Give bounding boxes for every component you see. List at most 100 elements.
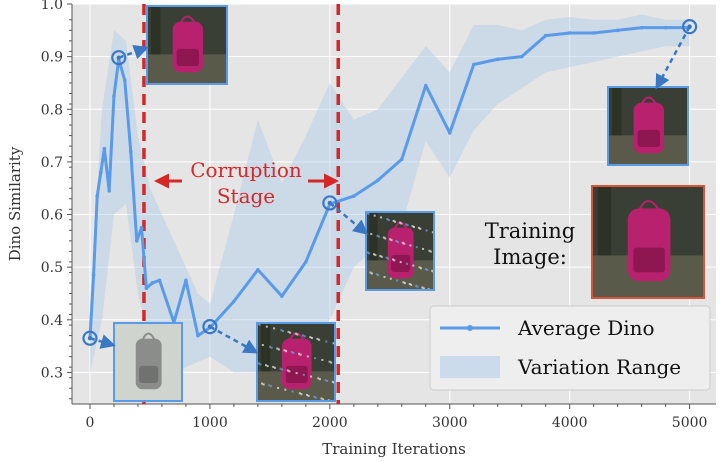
thumbnail-noise: [380, 216, 383, 219]
thumbnail-bag-pocket: [139, 365, 159, 384]
thumbnail-noise: [331, 380, 334, 383]
thumbnail-frame: [113, 322, 183, 402]
thumbnail-noise: [268, 384, 271, 387]
average-dino-point: [352, 194, 356, 198]
thumbnail-noise: [266, 365, 269, 368]
thumbnail-noise: [258, 323, 261, 326]
thumbnail-noise: [306, 393, 309, 396]
highlighted-point-ring: [322, 195, 338, 211]
thumbnail-noise: [313, 395, 316, 398]
thumbnail-noise: [368, 252, 371, 255]
average-dino-point: [157, 278, 162, 283]
thumbnail-noise: [320, 397, 323, 400]
x-axis-title: Training Iterations: [322, 440, 466, 458]
thumbnail-noise: [262, 383, 265, 386]
thumbnail-noise: [259, 363, 262, 366]
thumbnail-noise: [272, 365, 275, 368]
highlighted-point-ring: [82, 330, 98, 346]
thumbnail-noise: [257, 362, 260, 365]
thumbnail-noise: [426, 268, 429, 271]
thumbnail-noise: [280, 329, 283, 332]
y-tick-label: 0.5: [41, 260, 63, 276]
thumbnail-noise: [302, 334, 305, 337]
x-tick-label: 0: [86, 415, 95, 431]
thumbnail-noise: [383, 275, 386, 278]
y-tick-label: 0.3: [41, 365, 63, 381]
thumbnail-noise: [322, 398, 325, 401]
y-tick-label: 0.6: [41, 208, 63, 224]
thumbnail-noise: [314, 357, 317, 360]
thumbnail-noise: [326, 379, 329, 382]
thumbnail-noise: [366, 251, 369, 254]
thumbnail-noise: [406, 224, 409, 227]
thumbnail-noise: [369, 271, 372, 274]
thumbnail-noise: [384, 237, 387, 240]
thumbnail-noise: [328, 360, 331, 363]
thumbnail-noise: [316, 337, 319, 340]
average-dino-point: [304, 260, 308, 264]
connector-arrow: [329, 201, 369, 235]
thumbnail-noise: [306, 355, 309, 358]
thumbnail-noise: [386, 218, 389, 221]
legend-average-dino: Average Dino: [517, 316, 655, 340]
thumbnail-noise: [403, 242, 406, 245]
thumbnail-noise: [270, 346, 273, 349]
training-image-thumbnail: [591, 185, 705, 299]
thumbnail-bag-pocket: [391, 254, 411, 273]
average-dino-point: [567, 31, 572, 35]
thumbnail-noise: [389, 277, 392, 280]
legend-variation-range: Variation Range: [517, 355, 681, 379]
thumbnail-noise: [374, 254, 377, 257]
thumbnail-noise: [332, 342, 335, 345]
thumbnail-noise: [393, 259, 396, 262]
thumbnail-noise: [318, 378, 321, 381]
average-dino-point: [399, 157, 404, 162]
highlighted-point-dot: [87, 336, 93, 341]
legend: Average Dino Variation Range: [429, 305, 711, 391]
highlighted-point-ring: [111, 50, 127, 66]
thumbnail-noise: [390, 239, 393, 242]
thumbnail-noise: [314, 396, 317, 399]
thumbnail-bag-handle: [179, 15, 196, 24]
thumbnail-noise: [265, 325, 268, 328]
thumbnail-noise: [408, 282, 411, 285]
thumbnail-noise: [300, 393, 303, 396]
thumbnail-noise: [310, 337, 313, 340]
thumbnail-noise: [418, 266, 421, 269]
thumbnail-bag-handle: [141, 332, 156, 341]
average-dino-point: [543, 33, 548, 38]
thumbnail-noise: [402, 281, 405, 284]
average-dino-point: [639, 25, 644, 30]
thumbnail-bag-handle: [638, 200, 661, 212]
thumbnail-noise: [403, 282, 406, 285]
average-dino-point: [144, 286, 149, 291]
thumbnail-noise: [294, 332, 297, 335]
y-tick-label: 0.4: [41, 313, 63, 329]
thumbnail-tree: [260, 323, 271, 372]
thumbnail-noise: [394, 220, 397, 223]
thumbnail-noise: [396, 240, 399, 243]
thumbnail-noise: [291, 390, 294, 393]
thumbnail-noise: [412, 264, 415, 267]
thumbnail-noise: [295, 372, 298, 375]
x-tick-label: 5000: [672, 415, 708, 431]
average-dino-point: [376, 178, 380, 183]
average-dino-point: [112, 94, 116, 98]
training-image-label-line2: Image:: [493, 245, 567, 269]
thumbnail-noise: [261, 344, 264, 347]
thumbnail-noise: [415, 284, 418, 287]
average-dino-point: [102, 146, 107, 151]
average-dino-point: [122, 78, 127, 83]
connector-arrow: [118, 44, 149, 60]
variation-range-area: [89, 14, 690, 383]
thumbnail-noise: [377, 235, 380, 238]
x-tick-label: 2000: [312, 415, 348, 431]
thumbnail-noise: [310, 375, 313, 378]
average-dino-point: [98, 170, 103, 175]
corruption-annotation-line1: Corruption: [190, 158, 302, 182]
thumbnail-noise: [416, 285, 419, 288]
thumbnail-noise: [401, 241, 404, 244]
x-tick-label: 3000: [432, 415, 468, 431]
thumbnail-tree: [151, 6, 161, 55]
thumbnail-noise: [410, 283, 413, 286]
